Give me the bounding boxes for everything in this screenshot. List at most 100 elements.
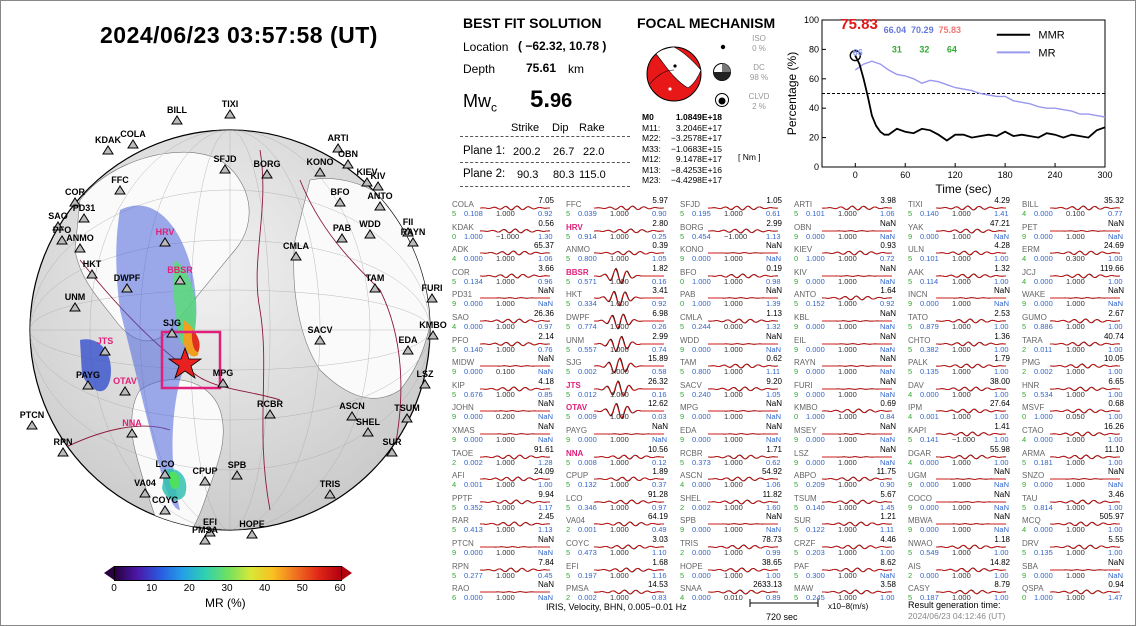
station-cell: EDA NaN 9 0.000 1.000 NaN [680,422,792,445]
station-name: SUR [794,516,811,526]
station-cell: DRV 5.55 5 0.135 1.000 1.00 [1022,535,1134,558]
x-tick-label: 0 [853,170,858,180]
station-triangle-icon [372,181,384,191]
station-weight: 4 [1022,525,1027,535]
divider [460,136,630,137]
station-weight: 0 [794,254,799,264]
station-cell: NNA 10.56 5 0.008 1.000 0.12 [566,444,678,468]
annotation-bottom: 64 [947,44,957,54]
station-param-c: 1.000 [610,389,629,399]
station-param-d: 1.00 [1108,389,1123,399]
station-waveform [594,544,665,550]
station-waveform [935,250,1007,256]
station-variance: 2633.13 [753,580,782,590]
station-param-d: NaN [880,322,896,331]
station-param-b: 0.000 [578,435,597,444]
x-tick-label: 180 [998,170,1013,180]
station-variance: NaN [537,354,554,364]
station-cell: YAK 47.21 9 0.000 1.000 NaN [908,219,1020,242]
station-name: CHTO [908,335,931,345]
station-weight: 9 [452,299,457,309]
station-param-b: 1.000 [464,231,483,241]
station-param-c: 1.000 [610,209,629,218]
globe-station-label: TIXI [222,99,239,109]
globe-station-label: NNA [122,418,142,428]
station-param-d: 1.45 [880,502,895,512]
station-param-b: 0.000 [806,389,825,399]
station-param-c: 1.000 [496,548,515,557]
globe-station-label: HRV [156,227,175,237]
station-weight: 5 [794,593,799,603]
station-name: DRV [1022,539,1039,548]
station-param-b: 0.000 [692,548,711,557]
synthetic-trace [821,477,892,482]
station-triangle-icon [231,470,243,480]
station-weight: 9 [452,435,457,444]
station-param-d: NaN [538,412,554,422]
station-waveform [822,274,892,277]
station-param-d: NaN [1108,570,1124,580]
station-name: HKT [566,290,582,300]
station-cell: XMAS NaN 9 0.000 1.000 NaN [452,422,564,445]
station-param-d: 0.92 [652,299,667,309]
station-param-d: 1.06 [538,254,553,264]
station-weight: 2 [908,570,913,580]
colorbar-min-arrow [104,566,114,580]
station-param-d: 1.00 [766,570,781,580]
station-name: CRZF [794,539,816,548]
station-waveform [593,291,664,307]
station-variance: 8.62 [880,557,896,567]
station-variance: 10.56 [647,444,668,454]
station-variance: NaN [537,535,554,544]
station-weight: 9 [794,231,799,241]
station-name: COLA [452,200,474,209]
station-name: PALK [908,358,928,368]
station-variance: 3.41 [652,286,668,296]
synthetic-trace [936,297,1006,300]
station-param-c: 1.000 [1066,502,1085,512]
station-param-b: 0.300 [806,570,825,580]
station-param-b: 0.197 [578,570,597,580]
station-waveform [935,431,1006,437]
station-waveform [593,567,665,573]
station-weight: 5 [566,502,571,512]
synthetic-trace [593,590,664,595]
station-waveform [821,589,893,595]
station-waveform [821,567,893,572]
colorbar-tick: 30 [221,583,233,594]
station-cell: PAF 8.62 5 0.300 1.000 NaN [794,557,906,581]
station-param-d: 0.16 [652,389,667,399]
station-triangle-icon [324,489,336,499]
station-param-d: 0.92 [880,299,895,309]
station-cell: CHTO 1.36 5 0.382 1.000 1.00 [908,332,1020,355]
station-param-d: 0.62 [766,457,781,467]
synthetic-trace [935,409,1007,414]
globe-station-label: FURI [422,283,443,293]
station-cell: CASY 8.79 5 0.187 1.000 1.00 [908,580,1020,603]
globe-station-label: COR [65,187,86,197]
colorbar-tick: 10 [146,583,158,594]
station-param-b: 0.000 [1034,570,1053,580]
globe-station-label: RAYN [401,227,426,237]
synthetic-trace [480,546,550,548]
station-triangle-icon [82,380,94,390]
station-weight: 4 [680,480,685,490]
colorbar-tick: 60 [334,583,346,594]
globe-station-label: CPUP [192,466,217,476]
station-waveform [708,433,778,435]
station-cell: BORG 2.99 5 0.454 −1.000 1.13 [680,219,792,242]
epicenter-box [160,330,222,390]
station-param-c: −1.000 [952,435,976,444]
annotation-top: 66.04 [884,25,907,35]
station-param-b: 0.774 [578,322,597,331]
station-param-b: 0.000 [692,412,711,422]
station-param-d: NaN [538,548,554,557]
station-name: RAO [452,584,470,594]
station-param-b: 0.000 [464,412,483,422]
station-triangle-icon [402,227,414,237]
station-param-c: 1.000 [724,480,743,490]
station-waveform [593,250,665,256]
station-param-d: 1.06 [880,209,895,218]
station-param-c: 1.000 [838,322,857,331]
station-variance: 1.21 [880,512,896,522]
